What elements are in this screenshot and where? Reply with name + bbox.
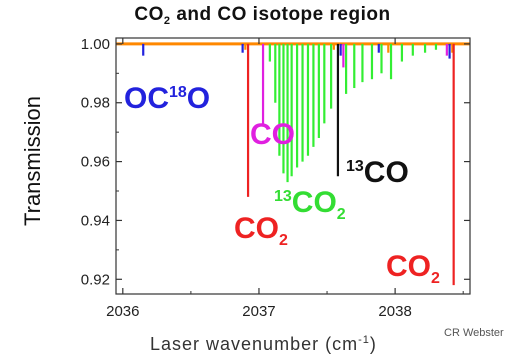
- x-tick-label: 2038: [378, 303, 411, 320]
- x-tick-label: 2037: [242, 303, 275, 320]
- annotation-oc18o: OC18O: [124, 82, 211, 115]
- annotation-co2-right: CO2: [386, 250, 440, 287]
- plot-frame: [115, 37, 471, 295]
- credit-text: CR Webster: [444, 327, 504, 339]
- annotation-13co: 13CO: [346, 156, 409, 189]
- annotation-co2-left: CO2: [234, 212, 288, 249]
- annotation-co: CO: [250, 118, 295, 151]
- y-tick-label: 0.94: [81, 212, 110, 229]
- chart-title: CO2 and CO isotope region: [134, 4, 391, 27]
- y-tick-label: 0.98: [81, 95, 110, 112]
- y-tick-label: 0.96: [81, 154, 110, 171]
- y-tick-label: 0.92: [81, 271, 110, 288]
- y-tick-label: 1.00: [81, 36, 110, 53]
- x-axis-label: Laser wavenumber (cm-1): [150, 334, 377, 354]
- annotation-13co2: 13CO2: [274, 186, 346, 223]
- x-tick-label: 2036: [106, 303, 139, 320]
